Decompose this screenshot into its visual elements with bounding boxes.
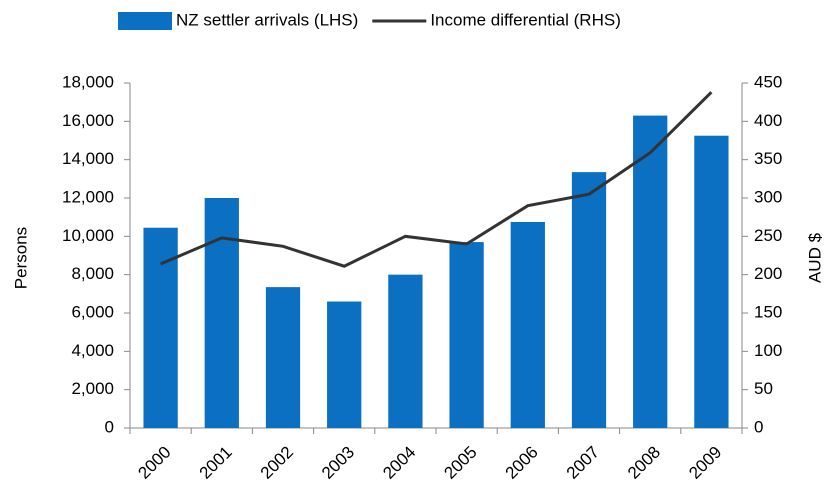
y-tick-label: 14,000 xyxy=(62,149,114,168)
y-axis-label: Persons xyxy=(11,227,30,289)
bar xyxy=(265,287,301,428)
x-tick-label: 2007 xyxy=(563,443,603,483)
y-tick-label: 4,000 xyxy=(71,341,114,360)
bar xyxy=(204,198,239,428)
bar xyxy=(633,115,668,428)
y-tick-label: 10,000 xyxy=(62,226,114,245)
y2-tick-label: 300 xyxy=(754,187,782,206)
y-tick-label: 2,000 xyxy=(71,379,114,398)
x-tick-label: 2001 xyxy=(196,443,236,483)
y2-tick-label: 0 xyxy=(754,417,763,436)
line xyxy=(160,91,713,268)
x-tick-label: 2006 xyxy=(502,443,542,483)
y2-tick-label: 450 xyxy=(754,72,782,91)
y2-tick-label: 50 xyxy=(754,379,773,398)
bar xyxy=(694,135,729,429)
legend-label: Income differential (RHS) xyxy=(430,10,621,29)
bar xyxy=(449,242,484,428)
y2-tick-label: 150 xyxy=(754,302,782,321)
bar xyxy=(388,274,423,428)
y2-tick-label: 350 xyxy=(754,149,782,168)
y-tick-label: 0 xyxy=(105,417,114,436)
bar xyxy=(510,221,545,428)
x-tick-label: 2008 xyxy=(624,443,664,483)
x-tick-label: 2005 xyxy=(440,443,480,483)
bar xyxy=(571,172,607,428)
x-tick-label: 2004 xyxy=(379,443,419,483)
y-tick-label: 18,000 xyxy=(62,72,114,91)
bar xyxy=(143,227,178,428)
y2-tick-label: 250 xyxy=(754,226,782,245)
y-tick-label: 6,000 xyxy=(71,302,114,321)
y2-tick-label: 100 xyxy=(754,341,782,360)
y-tick-label: 8,000 xyxy=(71,264,114,283)
y2-tick-label: 400 xyxy=(754,111,782,130)
y2-axis-label: AUD $ xyxy=(805,232,824,283)
x-tick-label: 2009 xyxy=(685,443,725,483)
legend-swatch xyxy=(118,12,172,30)
legend-label: NZ settler arrivals (LHS) xyxy=(176,10,358,29)
y2-tick-label: 200 xyxy=(754,264,782,283)
x-tick-label: 2002 xyxy=(257,443,297,483)
x-tick-label: 2000 xyxy=(134,443,174,483)
y-tick-label: 12,000 xyxy=(62,187,114,206)
y-tick-label: 16,000 xyxy=(62,111,114,130)
bar xyxy=(327,301,362,428)
x-tick-label: 2003 xyxy=(318,443,358,483)
